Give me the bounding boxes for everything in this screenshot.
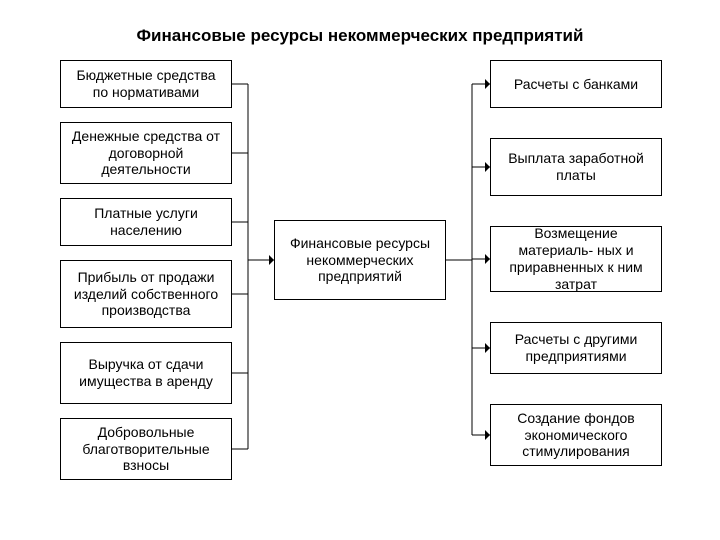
node-left2: Денежные средства от договорной деятельн… <box>60 122 232 184</box>
node-right4-label: Расчеты с другими предприятиями <box>497 331 655 365</box>
node-right5: Создание фондов экономического стимулиро… <box>490 404 662 466</box>
node-left6: Добровольные благотворительные взносы <box>60 418 232 480</box>
node-right2-label: Выплата заработной платы <box>497 150 655 184</box>
node-left1: Бюджетные средства по нормативами <box>60 60 232 108</box>
node-left3-label: Платные услуги населению <box>67 205 225 239</box>
node-left4: Прибыль от продажи изделий собственного … <box>60 260 232 328</box>
node-left4-label: Прибыль от продажи изделий собственного … <box>67 269 225 319</box>
node-right1-label: Расчеты с банками <box>514 76 638 93</box>
node-left3: Платные услуги населению <box>60 198 232 246</box>
node-left1-label: Бюджетные средства по нормативами <box>67 67 225 101</box>
node-right3: Возмещение материаль- ных и приравненных… <box>490 226 662 292</box>
node-center: Финансовые ресурсы некоммерческих предпр… <box>274 220 446 300</box>
node-left2-label: Денежные средства от договорной деятельн… <box>67 128 225 178</box>
node-left5: Выручка от сдачи имущества в аренду <box>60 342 232 404</box>
node-left5-label: Выручка от сдачи имущества в аренду <box>67 356 225 390</box>
node-right5-label: Создание фондов экономического стимулиро… <box>497 410 655 460</box>
node-right4: Расчеты с другими предприятиями <box>490 322 662 374</box>
node-right3-label: Возмещение материаль- ных и приравненных… <box>497 225 655 292</box>
node-right1: Расчеты с банками <box>490 60 662 108</box>
node-center-label: Финансовые ресурсы некоммерческих предпр… <box>281 235 439 285</box>
diagram-title: Финансовые ресурсы некоммерческих предпр… <box>0 26 720 46</box>
node-left6-label: Добровольные благотворительные взносы <box>67 424 225 474</box>
node-right2: Выплата заработной платы <box>490 138 662 196</box>
